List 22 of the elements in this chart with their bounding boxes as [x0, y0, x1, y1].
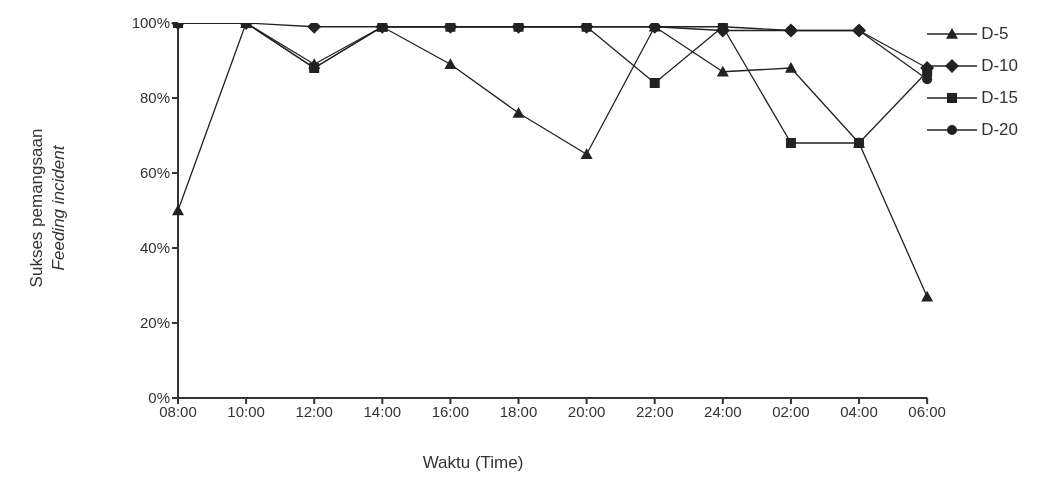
x-tick-label: 06:00 [908, 402, 946, 420]
legend-label: D-15 [981, 88, 1018, 108]
y-tick-label: 20% [139, 314, 170, 332]
legend-label: D-20 [981, 120, 1018, 140]
legend-label: D-10 [981, 56, 1018, 76]
x-tick-label: 16:00 [431, 402, 470, 420]
x-tick-label: 14:00 [363, 402, 402, 420]
x-tick-label: 12:00 [295, 402, 333, 420]
x-tick-label: 20:00 [567, 402, 606, 420]
x-axis-title: Waktu (Time) [421, 453, 525, 473]
x-tick-label: 24:00 [704, 402, 742, 420]
y-tick-label: 80% [139, 89, 170, 107]
x-tick-label: 02:00 [772, 402, 810, 420]
x-tick-label: 18:00 [499, 402, 538, 420]
y-tick-label: 60% [139, 164, 170, 182]
x-tick-label: 22:00 [635, 402, 674, 420]
legend-label: D-5 [981, 24, 1009, 44]
y-tick-label: 40% [139, 239, 170, 257]
y-tick-label: 100% [131, 14, 170, 32]
x-tick-label: 04:00 [840, 402, 878, 420]
x-tick-label: 10:00 [227, 402, 265, 420]
y-axis-title: Sukses pemangsaan Feeding incident [26, 128, 69, 288]
